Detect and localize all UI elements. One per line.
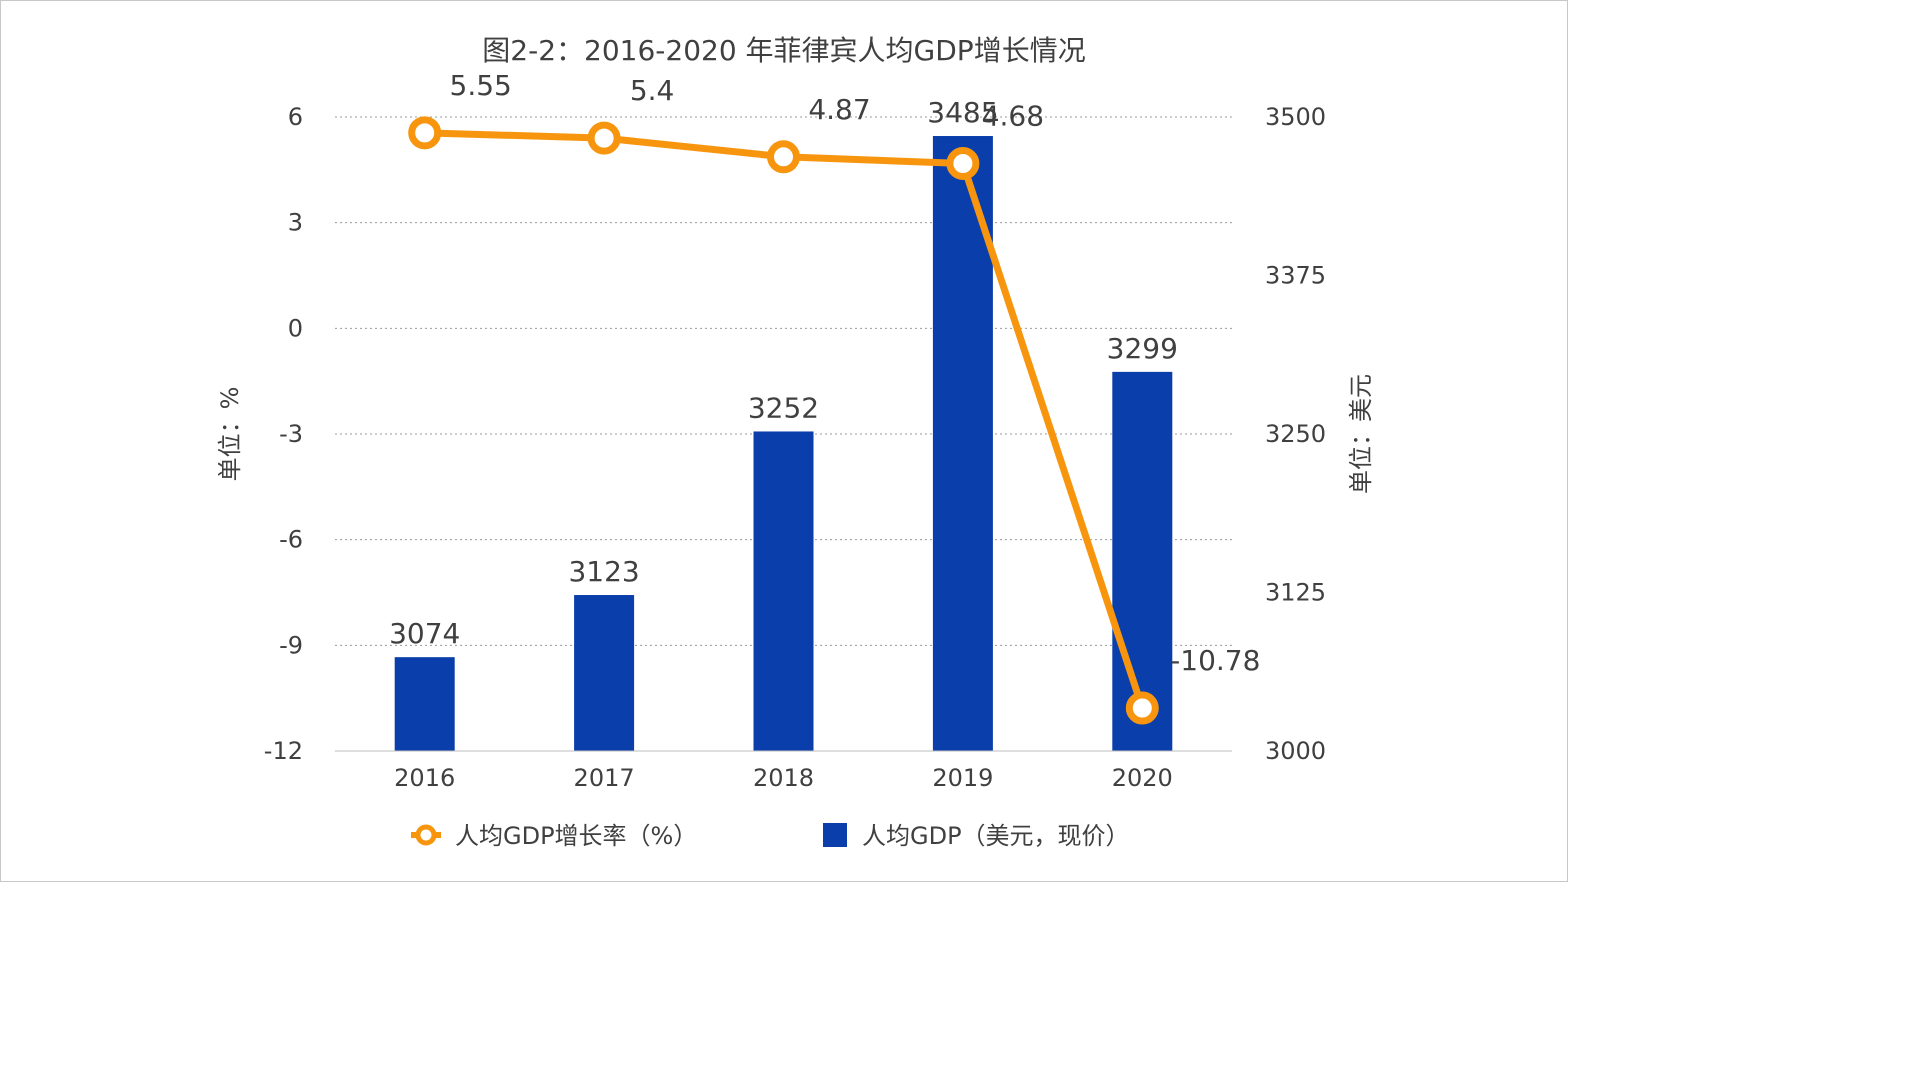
y-left-tick-label: -12 <box>264 737 303 765</box>
x-tick-label: 2017 <box>574 764 635 792</box>
y-right-tick-label: 3250 <box>1265 420 1326 448</box>
bar-series <box>394 136 1173 751</box>
data-labels: 3074 3123 3252 3485 3299 5.55 5.4 4.87 4.68 -10.7… <box>389 69 1260 677</box>
y-left-tick-label: 6 <box>288 103 303 131</box>
legend-bar-swatch <box>823 823 847 847</box>
y-right-axis-title: 单位：美元 <box>1347 374 1375 494</box>
line-point <box>587 121 621 155</box>
line-value-label: 4.87 <box>808 93 870 126</box>
legend-line-marker <box>415 824 437 846</box>
line-value-label: -10.78 <box>1170 644 1260 677</box>
line-point <box>1125 691 1159 725</box>
line-point <box>946 146 980 180</box>
legend: 人均GDP增长率（%） 人均GDP（美元，现价） <box>411 822 1130 850</box>
x-tick-label: 2016 <box>394 764 455 792</box>
bar-value-label: 3485 <box>927 96 998 129</box>
y-left-axis-title: 单位：% <box>216 387 244 482</box>
y-left-tick-label: 0 <box>288 314 303 342</box>
chart-title: 图2-2：2016-2020 年菲律宾人均GDP增长情况 <box>482 34 1085 67</box>
bar-value-label: 3123 <box>568 555 639 588</box>
y-left-tick-label: -6 <box>279 526 303 554</box>
y-right-tick-label: 3375 <box>1265 262 1326 290</box>
bar-value-label: 3074 <box>389 617 460 650</box>
bar <box>1112 371 1173 751</box>
x-tick-label: 2018 <box>753 764 814 792</box>
bar <box>753 431 814 751</box>
x-tick-label: 2019 <box>932 764 993 792</box>
y-left-tick-label: 3 <box>288 209 303 237</box>
bar-value-label: 3252 <box>748 391 819 424</box>
y-left-tick-label: -3 <box>279 420 303 448</box>
line-point <box>408 116 442 150</box>
y-left-tick-label: -9 <box>279 631 303 659</box>
bar-value-label: 3299 <box>1107 332 1178 365</box>
bar <box>574 595 635 751</box>
bar <box>932 136 993 751</box>
y-right-tick-label: 3125 <box>1265 579 1326 607</box>
y-right-tick-label: 3500 <box>1265 103 1326 131</box>
y-right-tick-label: 3000 <box>1265 737 1326 765</box>
chart-svg: 图2-2：2016-2020 年菲律宾人均GDP增长情况 6 3 0 -3 -6 -9 -1… <box>216 34 1375 850</box>
line-value-label: 5.55 <box>450 69 512 102</box>
line-value-label: 5.4 <box>630 74 675 107</box>
line-value-label: 4.68 <box>982 99 1044 132</box>
legend-bar-label: 人均GDP（美元，现价） <box>862 822 1130 850</box>
axes: 6 3 0 -3 -6 -9 -12 3500 3375 3250 3125 3000 2016 2017… <box>216 103 1375 792</box>
line-point <box>767 140 800 174</box>
line-series <box>408 116 1159 725</box>
bar <box>394 657 455 751</box>
x-tick-label: 2020 <box>1112 764 1173 792</box>
legend-line-label: 人均GDP增长率（%） <box>455 822 697 850</box>
